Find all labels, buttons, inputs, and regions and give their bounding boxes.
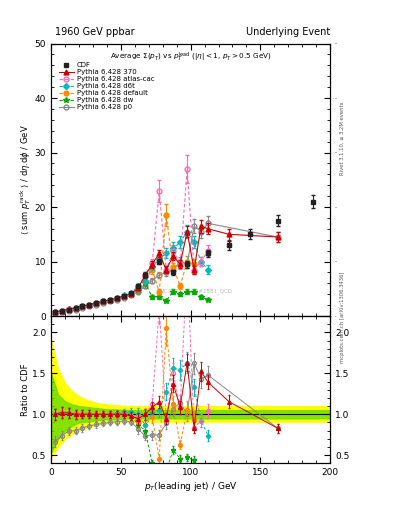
X-axis label: $p_T$(leading jet) / GeV: $p_T$(leading jet) / GeV [144, 480, 237, 493]
Y-axis label: Ratio to CDF: Ratio to CDF [22, 364, 31, 416]
Legend: CDF, Pythia 6.428 370, Pythia 6.428 atlas-cac, Pythia 6.428 d6t, Pythia 6.428 de: CDF, Pythia 6.428 370, Pythia 6.428 atla… [57, 60, 156, 112]
Y-axis label: $\langle$ sum $p_T^{\rm rack}$ $\rangle$ / d$\eta$.d$\phi$ / GeV: $\langle$ sum $p_T^{\rm rack}$ $\rangle$… [18, 124, 33, 235]
Text: Average $\Sigma(p_T)$ vs $p_T^{\rm lead}$ ($|\eta| < 1$, $p_T > 0.5$ GeV): Average $\Sigma(p_T)$ vs $p_T^{\rm lead}… [110, 50, 272, 63]
Text: Underlying Event: Underlying Event [246, 27, 330, 37]
Text: 1960 GeV ppbar: 1960 GeV ppbar [55, 27, 135, 37]
Text: mcplots.cern.ch [arXiv:1306.3436]: mcplots.cern.ch [arXiv:1306.3436] [340, 272, 345, 363]
Text: Rivet 3.1.10, ≥ 3.2M events: Rivet 3.1.10, ≥ 3.2M events [340, 101, 345, 175]
Text: MC@NLO-4.09#1881_QCD: MC@NLO-4.09#1881_QCD [160, 289, 233, 294]
